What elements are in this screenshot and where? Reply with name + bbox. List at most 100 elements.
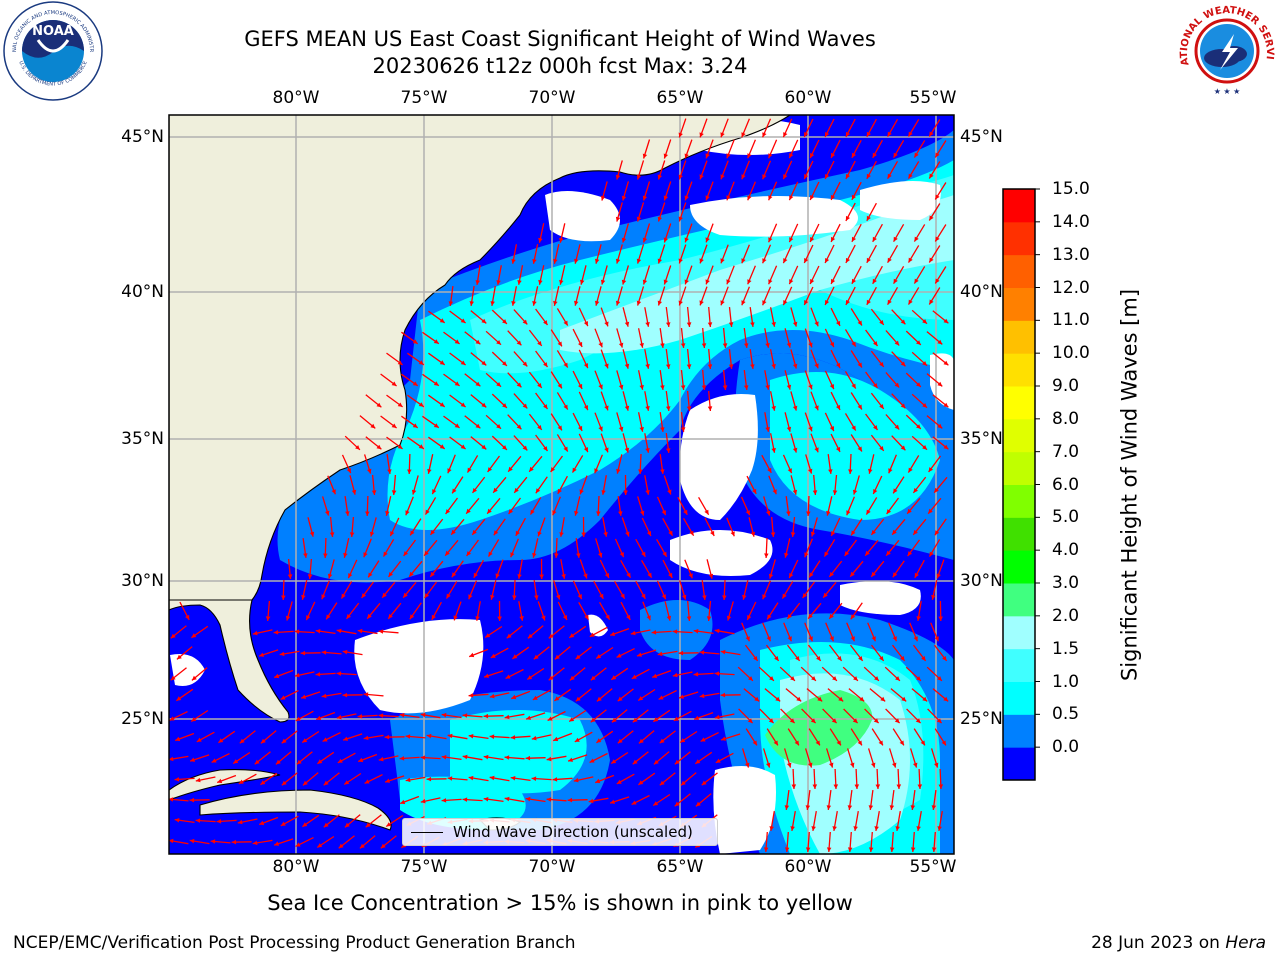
wave-direction-arrowhead (295, 842, 301, 847)
wave-direction-arrowhead (857, 446, 862, 452)
wave-direction-arrowhead (617, 738, 623, 744)
wave-direction-arrowhead (400, 799, 406, 805)
wave-direction-arrowhead (519, 616, 524, 621)
wave-direction-arrowhead (641, 551, 646, 557)
wave-direction-arrowhead (769, 676, 774, 681)
wave-direction-arrowhead (730, 531, 735, 537)
wave-direction-arrowhead (893, 236, 898, 242)
colorbar-segment (1003, 681, 1035, 715)
wave-direction-arrowhead (720, 692, 726, 698)
wave-direction-arrowhead (866, 173, 871, 179)
wave-direction-arrowhead (448, 301, 454, 306)
colorbar-segment (1003, 714, 1035, 748)
wave-direction-arrowhead (657, 174, 662, 180)
wave-direction-arrowhead (706, 616, 712, 621)
colorbar-segment (1003, 747, 1035, 781)
wave-direction-arrowhead (645, 322, 650, 327)
wave-direction-arrowhead (823, 592, 828, 598)
wave-direction-arrowhead (929, 215, 934, 221)
wave-direction-arrowhead (792, 405, 798, 411)
wave-direction-arrowhead (805, 805, 811, 810)
wave-direction-arrowhead (600, 279, 606, 285)
wave-direction-arrowhead (768, 153, 773, 159)
wave-direction-arrowhead (789, 153, 794, 159)
legend-label: Wind Wave Direction (unscaled) (453, 823, 693, 841)
wave-direction-arrowhead (306, 615, 311, 621)
wave-direction-arrowhead (846, 510, 851, 516)
wave-direction-arrowhead (260, 738, 266, 744)
wave-direction-arrowhead (809, 572, 814, 578)
wave-direction-arrowhead (424, 550, 429, 556)
wave-direction-arrowhead (615, 174, 621, 180)
wave-direction-arrowhead (831, 236, 836, 242)
wave-direction-arrowhead (281, 780, 287, 786)
wave-direction-arrowhead (316, 715, 322, 721)
wave-direction-arrowhead (647, 572, 652, 578)
wave-direction-arrowhead (512, 654, 518, 659)
wave-direction-arrowhead (475, 423, 481, 429)
wave-direction-arrowhead (346, 468, 351, 474)
wave-direction-arrowhead (810, 195, 815, 200)
wave-direction-arrowhead (894, 382, 900, 388)
wave-direction-arrowhead (341, 593, 346, 599)
wave-direction-arrowhead (557, 425, 562, 431)
wave-direction-arrowhead (642, 195, 648, 201)
wave-direction-arrowhead (728, 364, 734, 369)
wave-direction-arrowhead (853, 676, 858, 681)
wave-direction-arrowhead (211, 758, 217, 763)
wave-direction-arrowhead (931, 805, 937, 810)
wave-direction-arrowhead (726, 153, 731, 159)
wave-direction-arrowhead (674, 801, 680, 807)
wave-direction-arrowhead (900, 445, 906, 451)
wave-direction-arrowhead (722, 343, 728, 348)
wave-direction-arrowhead (302, 738, 308, 743)
wave-direction-arrowhead (887, 299, 892, 305)
wave-direction-arrowhead (748, 676, 753, 681)
wave-direction-arrowhead (239, 738, 245, 744)
wave-direction-arrowhead (871, 636, 876, 642)
colorbar-tick-label: 6.0 (1052, 474, 1080, 495)
wave-direction-arrowhead (496, 424, 501, 429)
lon-tick-top-75w: 75°W (400, 88, 448, 108)
wave-direction-arrowhead (388, 572, 393, 577)
wave-direction-arrowhead (537, 383, 542, 388)
wave-direction-arrowhead (866, 299, 871, 305)
wave-direction-arrowhead (368, 572, 373, 578)
wave-direction-arrowhead (543, 404, 548, 409)
wave-direction-arrowhead (768, 718, 774, 724)
wave-direction-arrowhead (887, 173, 892, 179)
wave-direction-arrowhead (752, 740, 757, 746)
wave-direction-arrowhead (714, 671, 720, 676)
wave-direction-arrowhead (385, 778, 390, 783)
lat-tick-left-45n: 45°N (121, 127, 164, 147)
wave-direction-arrowhead (693, 672, 699, 677)
wave-direction-arrowhead (824, 551, 829, 557)
wave-direction-arrowhead (804, 300, 809, 305)
wave-direction-arrowhead (907, 508, 912, 514)
wave-direction-arrowhead (578, 341, 583, 347)
wave-direction-arrowhead (720, 258, 725, 264)
wave-direction-arrowhead (744, 385, 749, 390)
wave-direction-arrowhead (838, 696, 844, 702)
wave-direction-arrowhead (439, 360, 445, 365)
wave-direction-arrowhead (550, 467, 556, 472)
colorbar-segment (1003, 583, 1035, 617)
lon-tick-bottom-80w: 80°W (272, 857, 320, 877)
wave-direction-arrowhead (557, 341, 562, 347)
wave-direction-arrowhead (660, 385, 665, 390)
wave-direction-arrowhead (660, 469, 665, 474)
wave-direction-arrowhead (908, 467, 913, 473)
wave-direction-arrowhead (938, 784, 944, 789)
wave-direction-arrowhead (618, 426, 624, 432)
wave-direction-arrowhead (575, 654, 581, 660)
wave-direction-arrowhead (569, 675, 575, 681)
wave-direction-arrowhead (765, 385, 770, 390)
wave-direction-arrowhead (554, 696, 560, 701)
wave-direction-arrowhead (367, 613, 372, 619)
wave-direction-arrowhead (454, 423, 460, 428)
wave-direction-arrowhead (387, 469, 392, 474)
wave-direction-arrowhead (553, 736, 559, 742)
wave-direction-arrowhead (367, 468, 372, 474)
wave-direction-arrowhead (699, 693, 705, 699)
wave-direction-arrowhead (879, 404, 884, 409)
